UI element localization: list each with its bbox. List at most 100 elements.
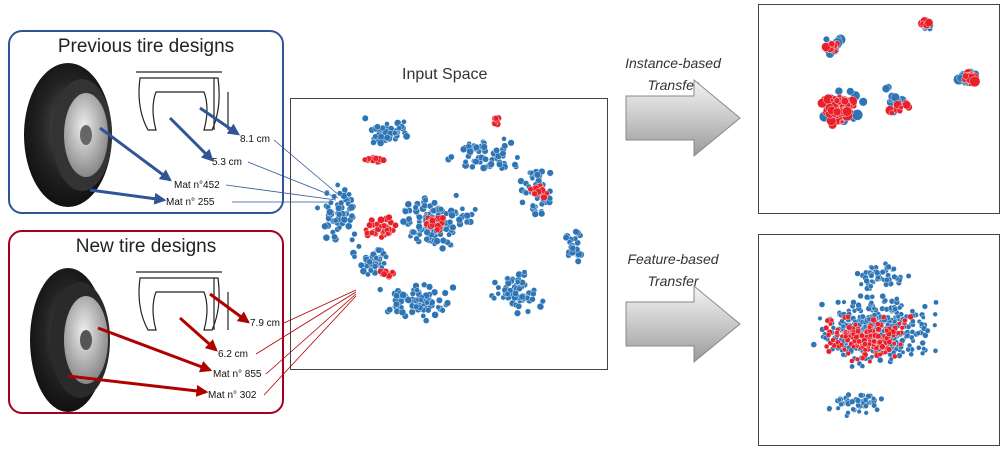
- scatter-point: [874, 406, 880, 413]
- scatter-point: [345, 222, 353, 230]
- scatter-point: [469, 163, 476, 171]
- scatter-point: [574, 257, 582, 265]
- scatter-point: [884, 276, 890, 283]
- scatter-point: [431, 311, 439, 319]
- scatter-point: [869, 294, 875, 300]
- scatter-point: [835, 405, 841, 411]
- scatter-point: [439, 307, 446, 314]
- scatter-point: [569, 244, 577, 252]
- scatter-point: [875, 333, 882, 340]
- scatter-point: [830, 98, 835, 103]
- scatter-point: [372, 133, 379, 140]
- scatter-point: [368, 229, 376, 236]
- scatter-point: [882, 349, 888, 355]
- scatter-point: [862, 397, 869, 403]
- scatter-point: [842, 106, 853, 117]
- scatter-point: [346, 191, 352, 198]
- input-space-title: Input Space: [402, 66, 488, 83]
- scatter-point: [849, 398, 856, 405]
- scatter-point: [850, 406, 856, 412]
- scatter-point: [438, 206, 445, 213]
- scatter-point: [868, 283, 874, 289]
- scatter-point: [459, 205, 466, 212]
- scatter-point: [435, 304, 441, 310]
- scatter-point: [891, 341, 897, 347]
- instance-transfer-line2: Transfer: [647, 77, 699, 93]
- new-designs-title: New tire designs: [75, 236, 217, 257]
- scatter-point: [877, 356, 884, 364]
- scatter-point: [962, 72, 969, 80]
- prev-mat-452-label: Mat n°452: [174, 180, 220, 191]
- scatter-point: [932, 322, 938, 328]
- scatter-point: [331, 193, 338, 200]
- scatter-point: [823, 35, 830, 43]
- scatter-point: [347, 203, 356, 212]
- scatter-point: [376, 139, 385, 147]
- prev-width-label: 8.1 cm: [240, 134, 271, 145]
- scatter-point: [460, 145, 468, 153]
- previous-arrows: [89, 106, 240, 205]
- scatter-point: [833, 49, 839, 54]
- scatter-point: [518, 293, 526, 301]
- scatter-point: [349, 236, 356, 243]
- scatter-point: [447, 153, 455, 161]
- scatter-point: [881, 84, 891, 93]
- scatter-point: [338, 199, 345, 207]
- scatter-point: [331, 233, 338, 241]
- scatter-point: [879, 269, 886, 276]
- scatter-point: [562, 234, 570, 242]
- scatter-point: [422, 197, 429, 204]
- scatter-point: [507, 139, 515, 147]
- scatter-point: [871, 402, 878, 409]
- scatter-point: [495, 284, 502, 291]
- scatter-point: [466, 147, 474, 156]
- scatter-point: [932, 348, 939, 354]
- scatter-point: [374, 123, 381, 131]
- scatter-point: [363, 263, 370, 270]
- scatter-point: [850, 299, 857, 306]
- scatter-point: [525, 308, 532, 315]
- scatter-point: [845, 313, 851, 320]
- scatter-point: [480, 143, 488, 151]
- scatter-point: [853, 334, 860, 341]
- scatter-point: [830, 325, 836, 331]
- scatter-point: [891, 273, 898, 280]
- scatter-point: [416, 213, 423, 221]
- scatter-point: [371, 263, 379, 270]
- scatter-point: [412, 204, 419, 211]
- scatter-point: [834, 330, 840, 336]
- scatter-point: [372, 155, 379, 162]
- scatter-point: [336, 190, 343, 197]
- scatter-point: [846, 87, 855, 96]
- scatter-point: [334, 182, 341, 188]
- scatter-point: [492, 115, 500, 122]
- scatter-point: [860, 355, 866, 361]
- scatter-point: [361, 156, 368, 163]
- scatter-point: [919, 350, 926, 356]
- scatter-point: [869, 354, 875, 360]
- scatter-point: [423, 299, 430, 306]
- scatter-point: [398, 304, 405, 311]
- scatter-point: [536, 303, 545, 311]
- scatter-point: [515, 279, 521, 285]
- scatter-point: [529, 202, 537, 209]
- scatter-point: [533, 171, 542, 179]
- feature-transfer-line2: Transfer: [647, 273, 699, 289]
- scatter-point: [493, 146, 500, 154]
- scatter-point: [538, 210, 546, 218]
- scatter-point: [322, 233, 331, 242]
- scatter-point: [892, 353, 898, 360]
- scatter-point: [332, 217, 339, 224]
- scatter-point: [870, 396, 877, 402]
- previous-connectors: [225, 139, 341, 203]
- scatter-point: [529, 175, 536, 182]
- scatter-point: [415, 223, 423, 231]
- scatter-point: [418, 297, 424, 303]
- scatter-point: [413, 303, 420, 310]
- prev-height-label: 5.3 cm: [212, 157, 243, 168]
- scatter-point: [904, 332, 911, 339]
- scatter-point: [924, 18, 934, 28]
- scatter-point: [841, 299, 847, 305]
- scatter-point: [463, 218, 471, 226]
- scatter-point: [906, 342, 913, 349]
